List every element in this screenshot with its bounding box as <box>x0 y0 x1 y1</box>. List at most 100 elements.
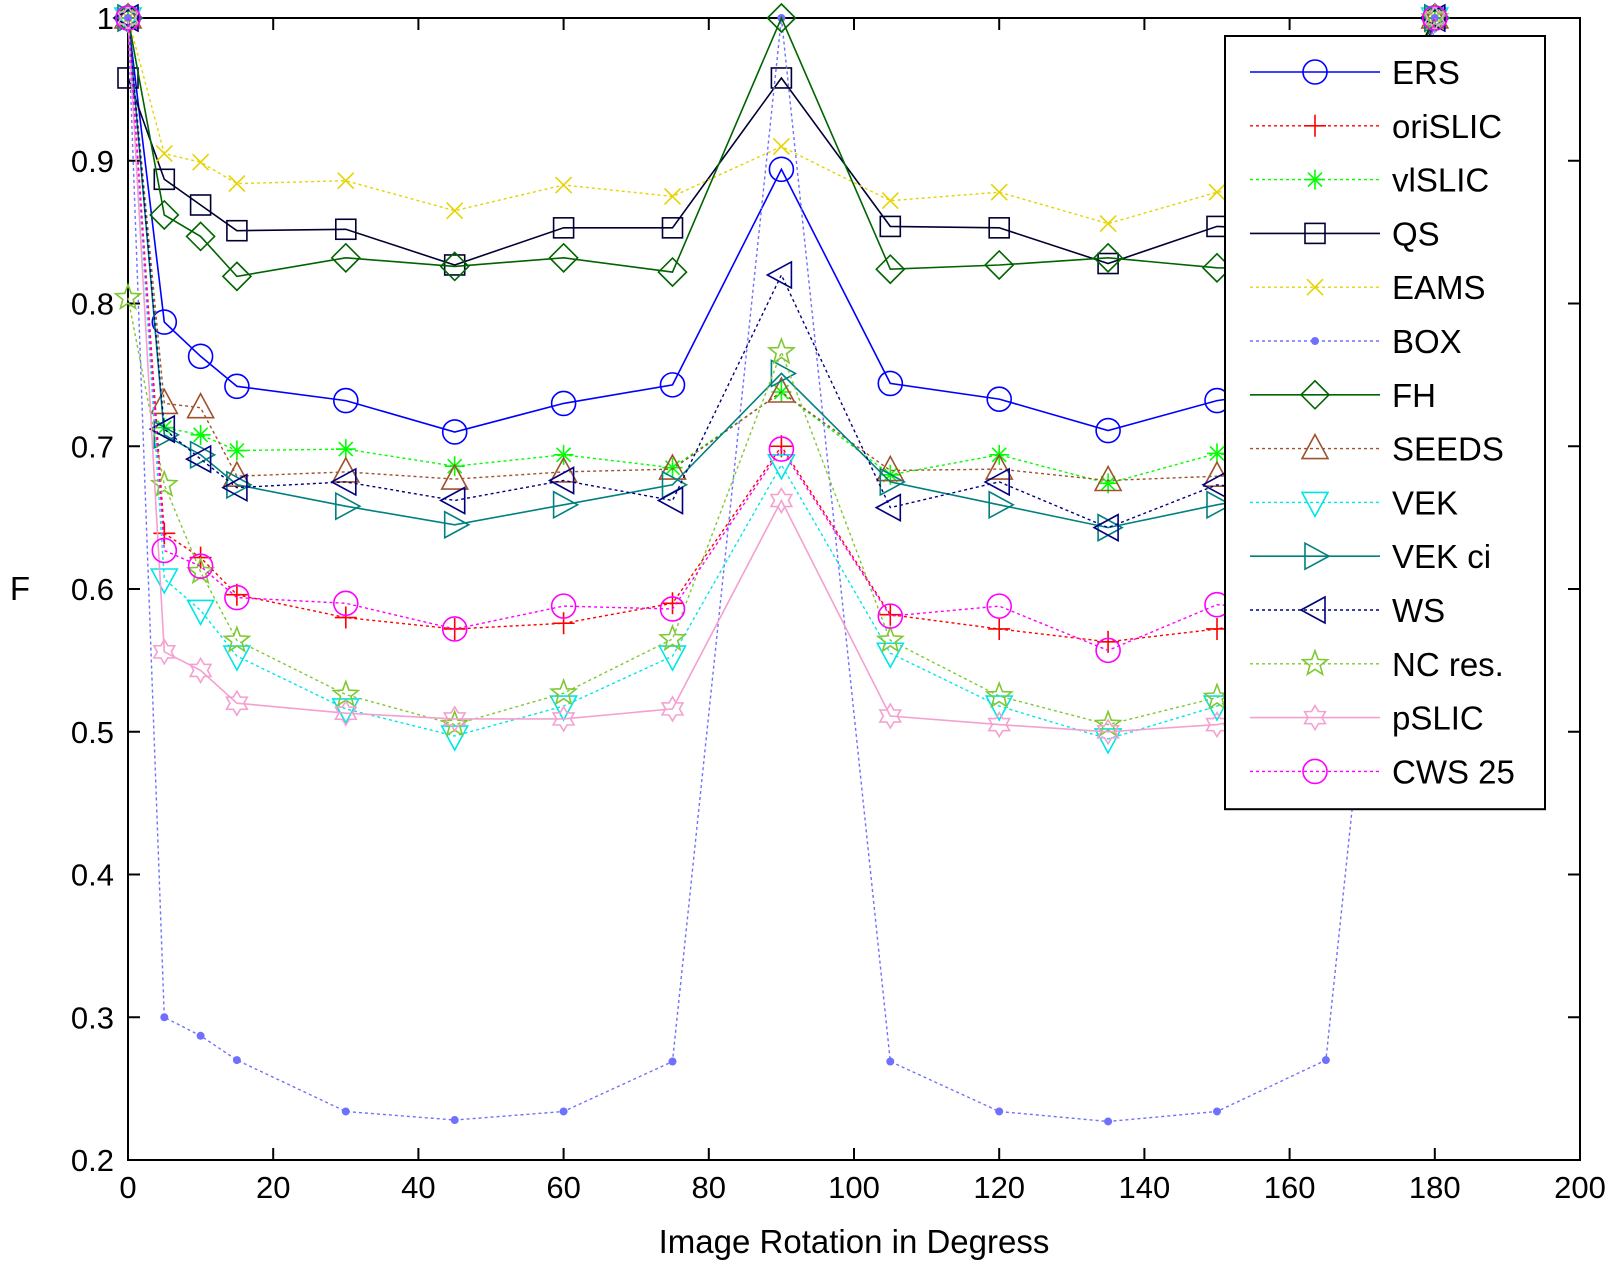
legend-marker <box>1305 169 1325 190</box>
data-point <box>440 725 470 752</box>
legend-marker <box>1300 648 1330 677</box>
data-point <box>439 486 466 515</box>
data-point <box>1093 709 1123 737</box>
x-tick-label: 140 <box>1119 1170 1171 1205</box>
data-point <box>766 336 796 365</box>
legend-label: BOX <box>1392 323 1462 360</box>
legend-item: pSLIC <box>1250 700 1484 737</box>
data-point <box>661 217 684 239</box>
data-point <box>875 625 905 653</box>
x-tick-label: 160 <box>1264 1170 1316 1205</box>
data-point <box>875 254 906 285</box>
legend-label: CWS 25 <box>1392 753 1515 790</box>
data-point <box>334 606 357 629</box>
legend: ERS oriSLIC vlSLIC QS EAMS BOX FH SEEDS VEK VEK c… <box>1224 35 1546 811</box>
data-point <box>152 638 177 666</box>
data-point <box>153 168 176 191</box>
data-point <box>547 466 575 495</box>
data-point <box>877 603 904 629</box>
data-point <box>984 249 1015 281</box>
legend-marker <box>1304 541 1331 571</box>
data-point <box>335 439 356 460</box>
legend-marker <box>1304 114 1326 137</box>
data-point <box>446 202 464 220</box>
series-line <box>127 17 1436 433</box>
data-point <box>659 596 686 622</box>
data-point <box>658 453 687 480</box>
data-point <box>767 454 796 481</box>
data-point <box>772 137 790 156</box>
data-point <box>983 467 1011 497</box>
y-tick-label: 0.2 <box>71 1143 114 1178</box>
x-tick-label: 80 <box>692 1170 726 1205</box>
data-point <box>1098 473 1119 494</box>
y-axis-label: F <box>10 570 30 607</box>
data-point <box>661 592 684 615</box>
data-point <box>984 680 1014 709</box>
data-point <box>450 1116 459 1125</box>
data-point <box>660 695 685 723</box>
data-point <box>196 1031 205 1040</box>
data-point <box>441 419 468 445</box>
legend-marker <box>1304 222 1326 245</box>
data-point <box>552 217 575 239</box>
data-point <box>1321 1056 1330 1065</box>
legend-item: oriSLIC <box>1250 108 1502 145</box>
data-point <box>160 1013 169 1022</box>
x-axis-label: Image Rotation in Degress <box>659 1223 1050 1260</box>
data-point <box>1092 513 1119 542</box>
y-tick-label: 0.6 <box>71 572 114 607</box>
axis-ticks: 0 20 40 60 80 100 120 140 160 180 200 0.2 0.3 0.4 0.5 0… <box>71 1 1606 1205</box>
data-point <box>337 172 355 190</box>
data-point <box>1420 2 1450 29</box>
legend-label: oriSLIC <box>1392 108 1502 145</box>
data-point <box>155 145 173 163</box>
legend-box <box>1224 35 1546 811</box>
legend-item: VEK ci <box>1250 538 1491 575</box>
data-point <box>192 153 210 171</box>
y-tick-label: 1 <box>97 1 114 36</box>
y-tick-label: 0.5 <box>71 715 114 750</box>
x-tick-label: 60 <box>546 1170 580 1205</box>
data-point <box>656 486 684 515</box>
data-point <box>995 1107 1004 1116</box>
data-point <box>228 175 246 193</box>
data-point <box>332 590 359 617</box>
data-point <box>113 282 143 311</box>
data-point <box>555 176 573 194</box>
legend-label: FH <box>1392 377 1436 414</box>
data-point <box>1207 443 1227 464</box>
data-point <box>222 625 252 653</box>
data-point <box>988 490 1015 520</box>
data-point <box>221 473 248 502</box>
data-point <box>879 215 902 238</box>
data-point <box>334 218 357 241</box>
data-point <box>986 386 1013 412</box>
data-point <box>225 583 248 606</box>
legend-label: VEK ci <box>1392 538 1491 575</box>
data-point <box>1097 252 1119 275</box>
data-point <box>657 623 688 652</box>
data-point <box>1208 183 1226 201</box>
data-point <box>879 603 902 626</box>
data-point <box>441 616 468 642</box>
data-point <box>1104 1117 1113 1126</box>
data-point <box>149 199 180 231</box>
data-point <box>1213 1107 1221 1116</box>
data-point <box>658 645 687 672</box>
y-tick-label: 0.7 <box>71 429 114 464</box>
y-tick-label: 0.4 <box>71 858 114 893</box>
data-point <box>185 221 216 252</box>
legend-item: NC res. <box>1250 646 1504 683</box>
data-point <box>879 467 906 497</box>
data-point <box>548 242 579 273</box>
data-point <box>187 343 214 370</box>
x-tick-label: 180 <box>1409 1170 1461 1205</box>
series-line <box>127 17 1436 266</box>
data-point <box>553 444 574 465</box>
data-point <box>765 260 793 290</box>
legend-marker <box>1311 337 1319 345</box>
data-point <box>189 194 212 216</box>
data-point <box>222 645 252 672</box>
